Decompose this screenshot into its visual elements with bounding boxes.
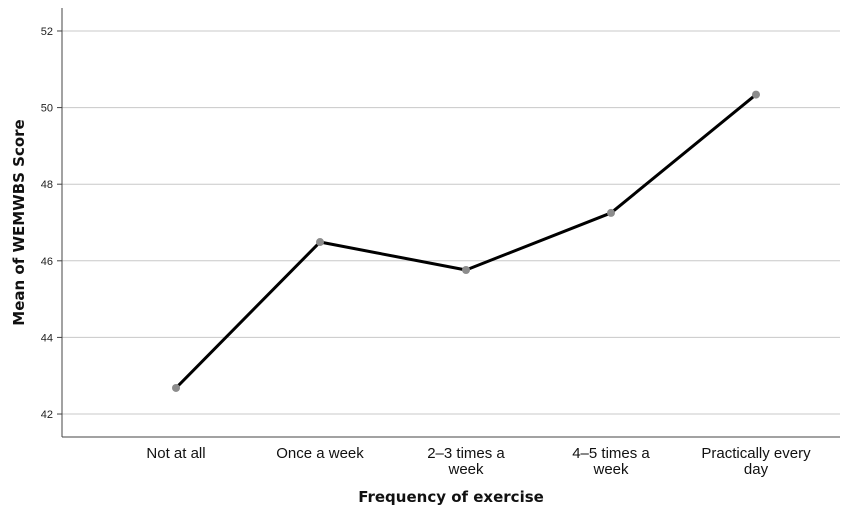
x-tick-label: Practically every day	[701, 445, 811, 478]
x-axis-title: Frequency of exercise	[358, 488, 544, 506]
y-tick-label: 50	[41, 103, 53, 115]
y-tick-label: 42	[41, 409, 53, 421]
x-tick-label-line: 4–5 times a	[572, 445, 650, 462]
data-point	[172, 383, 180, 392]
y-tick-label: 46	[41, 256, 53, 268]
x-tick-label-line: Practically every	[701, 445, 811, 462]
x-tick-labels: Not at all Once a week 2–3 times a week4–5 …	[146, 445, 811, 478]
x-tick-label-line: week	[592, 461, 629, 478]
data-point	[607, 208, 615, 217]
y-tick-labels: 42 44 46 48 50 52	[41, 26, 62, 421]
x-tick-label: 4–5 times a week	[572, 445, 650, 478]
x-tick-label: 2–3 times a week	[427, 445, 505, 478]
x-tick-label: Not at all	[146, 445, 205, 462]
y-tick-label: 44	[41, 332, 53, 344]
x-tick-label-line: Not at all	[146, 445, 205, 462]
series-line	[174, 93, 757, 390]
y-tick-label: 48	[41, 179, 53, 191]
x-tick-label-line: week	[447, 461, 484, 478]
data-point	[752, 90, 760, 99]
axes	[61, 8, 840, 438]
x-tick-label-line: day	[744, 461, 769, 478]
data-point	[316, 238, 324, 247]
x-tick-label-line: Once a week	[276, 445, 364, 462]
x-tick-label: Once a week	[276, 445, 364, 462]
y-axis-title: Mean of WEMWBS Score	[10, 119, 28, 325]
gridlines	[62, 30, 840, 415]
data-point	[462, 265, 470, 274]
series-line-group	[172, 90, 760, 392]
x-tick-label-line: 2–3 times a	[427, 445, 505, 462]
y-tick-label: 52	[41, 26, 53, 38]
